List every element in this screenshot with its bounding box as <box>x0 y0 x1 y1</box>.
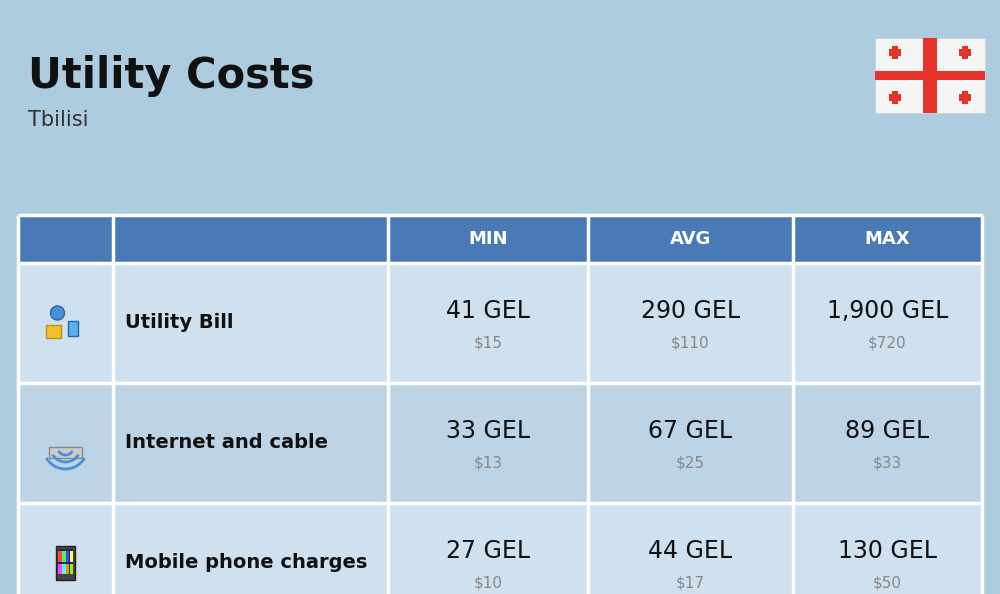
Bar <box>66 564 69 574</box>
Circle shape <box>50 306 64 320</box>
Text: Tbilisi: Tbilisi <box>28 110 88 130</box>
Bar <box>68 321 78 336</box>
Text: $720: $720 <box>868 336 907 350</box>
Text: Utility Bill: Utility Bill <box>125 314 234 333</box>
Text: 89 GEL: 89 GEL <box>845 419 930 443</box>
Text: 130 GEL: 130 GEL <box>838 539 937 563</box>
Text: 67 GEL: 67 GEL <box>648 419 733 443</box>
Text: 33 GEL: 33 GEL <box>446 419 530 443</box>
Text: 290 GEL: 290 GEL <box>641 299 740 323</box>
Bar <box>959 49 971 55</box>
Text: 1,900 GEL: 1,900 GEL <box>827 299 948 323</box>
Bar <box>923 37 937 112</box>
Text: $15: $15 <box>474 336 503 350</box>
Text: Internet and cable: Internet and cable <box>125 434 328 453</box>
Bar <box>46 325 61 337</box>
Text: $25: $25 <box>676 456 705 470</box>
Text: AVG: AVG <box>670 230 711 248</box>
Bar <box>58 549 73 574</box>
Text: $110: $110 <box>671 336 710 350</box>
Text: Utility Costs: Utility Costs <box>28 55 314 97</box>
Bar <box>56 546 75 580</box>
Bar <box>70 551 73 562</box>
Bar <box>889 49 901 55</box>
Text: $50: $50 <box>873 576 902 590</box>
Text: $33: $33 <box>873 456 902 470</box>
Bar <box>66 551 69 562</box>
Bar <box>892 46 898 59</box>
Text: 41 GEL: 41 GEL <box>446 299 530 323</box>
Bar <box>892 91 898 103</box>
Bar <box>70 564 73 574</box>
Bar <box>18 383 982 503</box>
Text: $17: $17 <box>676 576 705 590</box>
Text: MIN: MIN <box>468 230 508 248</box>
Text: 27 GEL: 27 GEL <box>446 539 530 563</box>
Bar <box>58 551 62 562</box>
Text: $10: $10 <box>474 576 503 590</box>
Bar <box>18 263 982 383</box>
Text: 44 GEL: 44 GEL <box>648 539 733 563</box>
Bar <box>959 94 971 100</box>
Bar <box>962 46 968 59</box>
Text: MAX: MAX <box>865 230 910 248</box>
Text: $13: $13 <box>473 456 503 470</box>
Bar <box>18 215 982 263</box>
Bar <box>875 37 985 112</box>
Bar <box>962 91 968 103</box>
Text: Mobile phone charges: Mobile phone charges <box>125 554 367 573</box>
Bar <box>18 503 982 594</box>
Bar <box>889 94 901 100</box>
Bar <box>62 564 66 574</box>
Bar <box>875 71 985 80</box>
Bar <box>62 551 66 562</box>
Bar <box>58 564 62 574</box>
Bar <box>49 447 82 459</box>
